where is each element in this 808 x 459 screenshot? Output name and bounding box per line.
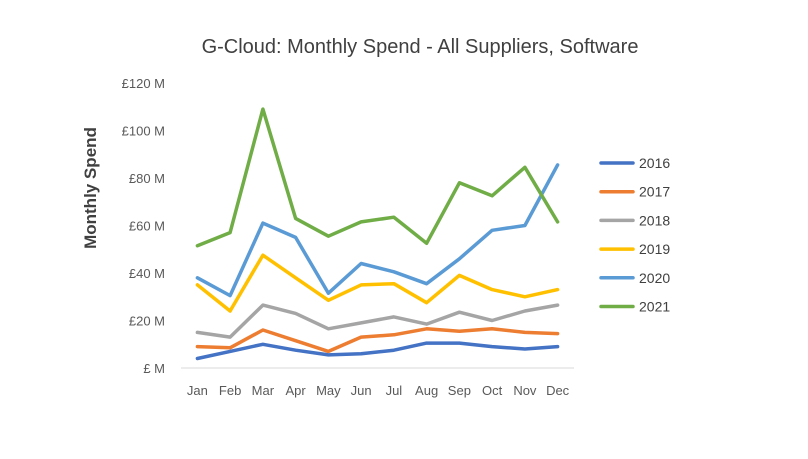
series-line-2018	[195, 303, 560, 339]
legend: 2016 2017 2018 2019 2020 2021	[599, 155, 670, 315]
y-tick-label: £20 M	[129, 314, 165, 329]
x-tick-label: Oct	[482, 383, 503, 398]
legend-label: 2019	[639, 241, 670, 257]
y-tick-label: £120 M	[122, 76, 165, 91]
x-axis-ticks: Jan Feb Mar Apr May Jun Jul Aug Sep Oct Nov Dec	[187, 383, 570, 398]
series-line-2016	[195, 341, 560, 361]
plot-area	[195, 107, 560, 361]
x-tick-label: Mar	[252, 383, 275, 398]
x-tick-label: Feb	[219, 383, 241, 398]
x-tick-label: Apr	[286, 383, 307, 398]
x-tick-label: Jul	[386, 383, 403, 398]
y-tick-label: £80 M	[129, 171, 165, 186]
y-tick-label: £ M	[143, 361, 165, 376]
series-line-2019	[195, 253, 560, 313]
x-tick-label: Sep	[448, 383, 471, 398]
x-tick-label: Jan	[187, 383, 208, 398]
y-tick-label: £40 M	[129, 266, 165, 281]
x-tick-label: Nov	[513, 383, 537, 398]
legend-label: 2021	[639, 299, 670, 315]
series-line-2021	[195, 107, 560, 248]
x-tick-label: Jun	[351, 383, 372, 398]
legend-label: 2016	[639, 155, 670, 171]
y-axis-ticks: £ M £20 M £40 M £60 M £80 M £100 M £120 M	[122, 76, 165, 376]
legend-label: 2017	[639, 184, 670, 200]
series-line-2020	[195, 163, 560, 298]
x-tick-label: Aug	[415, 383, 438, 398]
y-tick-label: £100 M	[122, 124, 165, 139]
y-tick-label: £60 M	[129, 219, 165, 234]
x-tick-label: Dec	[546, 383, 570, 398]
x-tick-label: May	[316, 383, 341, 398]
y-axis-label: Monthly Spend	[81, 127, 100, 249]
chart-title: G-Cloud: Monthly Spend - All Suppliers, …	[202, 36, 639, 58]
legend-label: 2020	[639, 270, 670, 286]
series-line-2017	[195, 327, 560, 354]
legend-label: 2018	[639, 212, 670, 228]
